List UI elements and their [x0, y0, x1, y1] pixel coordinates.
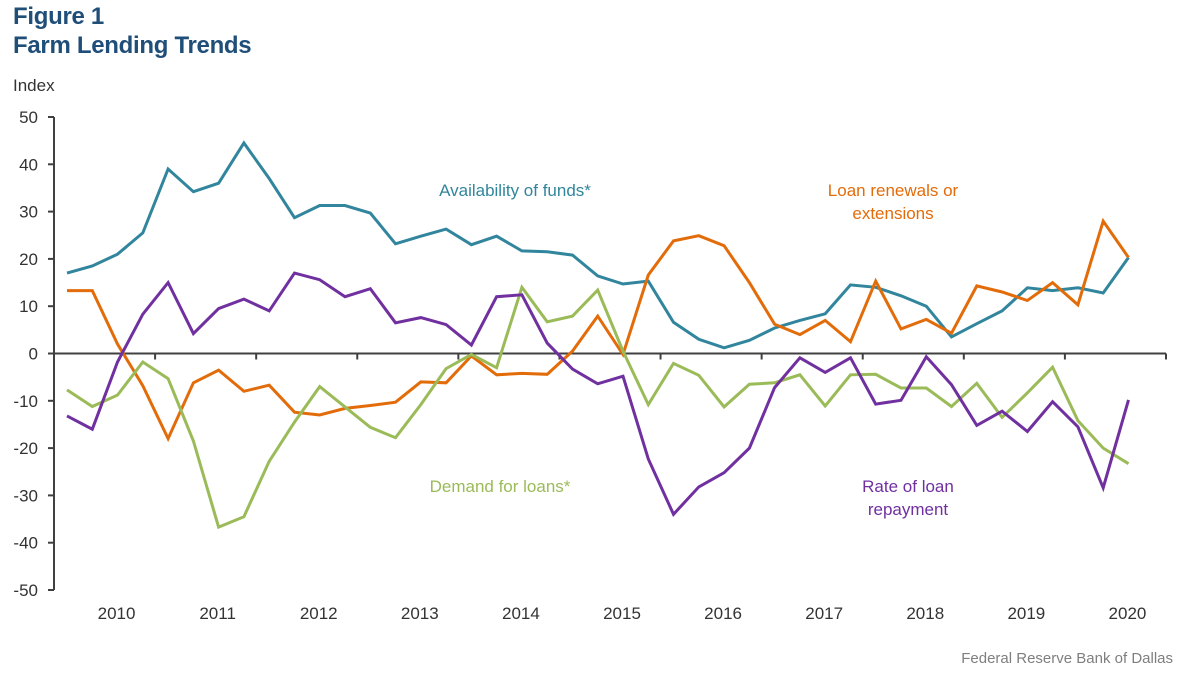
y-tick-label: -30	[13, 486, 38, 505]
x-tick-label: 2014	[502, 604, 540, 623]
series-label: Demand for loans*	[430, 477, 571, 496]
source-note: Federal Reserve Bank of Dallas	[961, 650, 1173, 667]
chart-title: Farm Lending Trends	[13, 32, 252, 59]
y-tick-label: 50	[19, 108, 38, 127]
y-tick-label: -10	[13, 392, 38, 411]
x-tick-label: 2013	[401, 604, 439, 623]
y-tick-label: 30	[19, 203, 38, 222]
y-tick-label: 20	[19, 250, 38, 269]
series-label: Availability of funds*	[439, 181, 591, 200]
x-tick-label: 2017	[805, 604, 843, 623]
series-line-demand-for-loans	[66, 284, 1130, 530]
y-tick-label: 40	[19, 155, 38, 174]
x-tick-label: 2012	[300, 604, 338, 623]
figure-number: Figure 1	[13, 3, 104, 30]
series-line-availability-of-funds	[66, 140, 1130, 350]
series-label: extensions	[852, 204, 933, 223]
y-tick-label: 10	[19, 297, 38, 316]
series-label: Rate of loan	[862, 477, 954, 496]
x-tick-label: 2018	[906, 604, 944, 623]
series-line-rate-of-loan-repayment	[66, 271, 1130, 517]
y-tick-label: -20	[13, 439, 38, 458]
y-tick-label: 0	[29, 345, 38, 364]
x-tick-label: 2015	[603, 604, 641, 623]
y-tick-label: -40	[13, 534, 38, 553]
series-label: Loan renewals or	[828, 181, 959, 200]
series-label: repayment	[868, 500, 949, 519]
y-tick-label: -50	[13, 581, 38, 600]
x-tick-label: 2016	[704, 604, 742, 623]
x-tick-label: 2020	[1109, 604, 1147, 623]
x-tick-label: 2019	[1007, 604, 1045, 623]
x-tick-label: 2011	[199, 604, 236, 623]
series-line-loan-renewals-or-extensions	[67, 217, 1130, 443]
x-tick-label: 2010	[98, 604, 136, 623]
y-axis-label: Index	[13, 76, 55, 95]
